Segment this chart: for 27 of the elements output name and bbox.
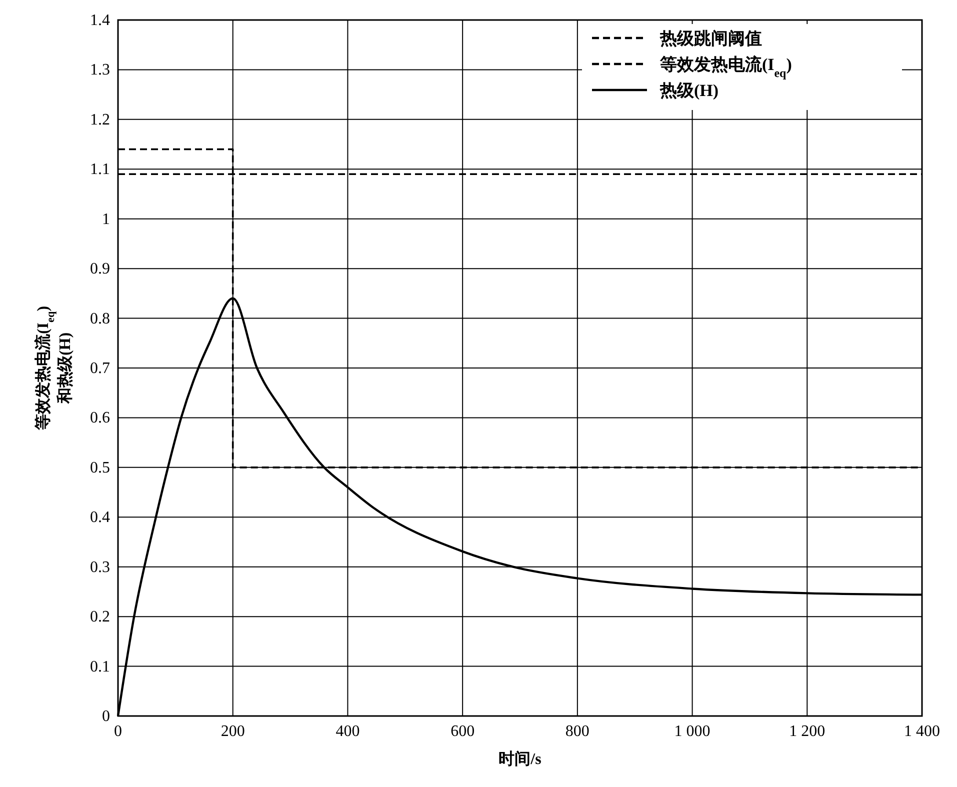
y-tick-label: 0.2 <box>90 608 110 626</box>
legend-label: 热级跳闸阈值 <box>659 29 762 48</box>
y-tick-label: 1.4 <box>90 12 110 29</box>
y-tick-label: 0.3 <box>90 558 110 576</box>
y-tick-label: 0.5 <box>90 459 110 476</box>
y-tick-label: 1.2 <box>90 111 110 128</box>
x-tick-label: 1 400 <box>904 723 940 740</box>
y-tick-label: 1.1 <box>90 161 110 178</box>
x-tick-label: 200 <box>220 723 245 740</box>
y-tick-label: 0.8 <box>90 310 110 328</box>
x-tick-label: 0 <box>114 723 122 740</box>
y-tick-label: 1.3 <box>90 62 110 79</box>
legend-label: 等效发热电流(I$_{eq}$) <box>659 55 792 80</box>
x-axis-title: 时间/s <box>498 750 542 768</box>
y-tick-label: 0.7 <box>90 360 110 377</box>
x-tick-label: 800 <box>565 723 590 740</box>
y-tick-label: 0 <box>102 708 110 725</box>
y-tick-label: 0.4 <box>90 509 110 526</box>
legend-label: 热级(H) <box>659 81 719 100</box>
y-tick-label: 1 <box>102 210 110 228</box>
y-tick-label: 0.6 <box>90 410 110 427</box>
x-tick-label: 600 <box>450 723 475 740</box>
x-tick-label: 400 <box>336 723 360 740</box>
y-tick-label: 0.9 <box>90 260 110 278</box>
y-tick-label: 0.1 <box>90 658 110 676</box>
x-tick-label: 1 000 <box>674 723 710 740</box>
x-tick-label: 1 200 <box>789 723 826 740</box>
